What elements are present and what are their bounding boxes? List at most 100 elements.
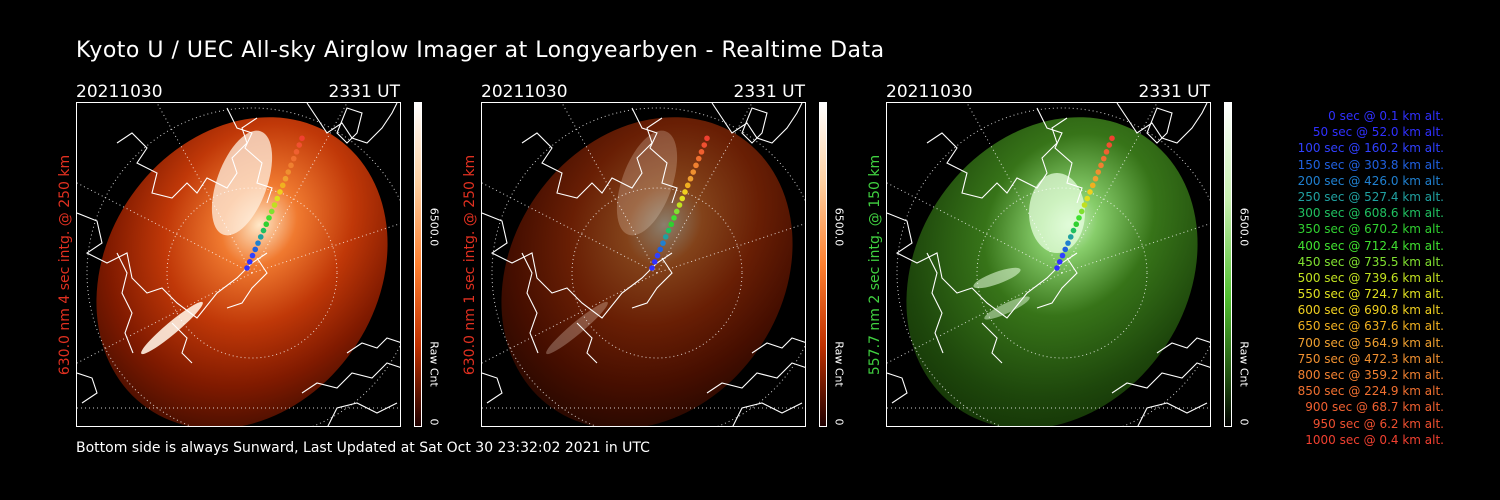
trajectory-point xyxy=(246,258,253,265)
panel-2-colorbar-labels: 6500.0 Raw Cnt 0 xyxy=(831,102,847,427)
trajectory-point xyxy=(285,169,292,175)
trajectory-point xyxy=(654,252,661,259)
trajectory-point xyxy=(252,246,259,253)
trajectory-point xyxy=(1076,215,1082,221)
colorbar-title: Raw Cnt xyxy=(1237,341,1251,387)
trajectory-point xyxy=(651,258,658,265)
panel-1-colorbar-labels: 6500.0 Raw Cnt 0 xyxy=(426,102,442,427)
trajectory-point xyxy=(288,162,294,169)
trajectory-point xyxy=(701,142,708,148)
trajectory-point xyxy=(1087,189,1093,195)
legend-entry: 200 sec @ 426.0 km alt. xyxy=(1297,173,1444,188)
trajectory-point xyxy=(649,265,655,271)
page-title: Kyoto U / UEC All-sky Airglow Imager at … xyxy=(76,38,885,63)
trajectory-legend: 0 sec @ 0.1 km alt. 50 sec @ 52.0 km alt.… xyxy=(1262,108,1444,448)
trajectory-point xyxy=(682,189,688,195)
trajectory-point xyxy=(687,175,694,182)
trajectory-point xyxy=(271,202,278,208)
trajectory-point xyxy=(282,175,289,182)
panel-1-time: 2331 UT xyxy=(328,82,401,102)
panel-3-allsky-image xyxy=(886,102,1211,427)
trajectory-point xyxy=(1089,182,1096,189)
allsky-map xyxy=(887,103,1210,426)
legend-entry: 450 sec @ 735.5 km alt. xyxy=(1297,254,1444,269)
trajectory-point xyxy=(1054,265,1060,271)
legend-entry: 600 sec @ 690.8 km alt. xyxy=(1297,303,1444,318)
trajectory-point xyxy=(1081,202,1088,208)
trajectory-point xyxy=(1084,195,1091,202)
trajectory-point xyxy=(698,149,705,155)
allsky-map xyxy=(482,103,805,426)
legend-entry: 100 sec @ 160.2 km alt. xyxy=(1297,141,1444,156)
trajectory-point xyxy=(1109,135,1115,142)
panel-1-date: 20211030 xyxy=(76,82,163,102)
trajectory-point xyxy=(268,208,275,215)
trajectory-point xyxy=(1103,149,1110,155)
trajectory-point xyxy=(684,182,691,189)
trajectory-point xyxy=(290,155,297,162)
trajectory-point xyxy=(660,240,666,246)
panel-3-date: 20211030 xyxy=(886,82,973,102)
legend-entry: 1000 sec @ 0.4 km alt. xyxy=(1305,432,1444,447)
panel-3-colorbar-labels: 6500.0 Raw Cnt 0 xyxy=(1236,102,1252,427)
trajectory-point xyxy=(1056,258,1063,265)
trajectory-point xyxy=(695,155,702,162)
trajectory-point xyxy=(671,215,677,221)
trajectory-point xyxy=(1095,169,1102,175)
trajectory-point xyxy=(257,234,264,240)
panel-1-allsky-image xyxy=(76,102,401,427)
footer-note: Bottom side is always Sunward, Last Upda… xyxy=(76,440,650,456)
colorbar-min: 0 xyxy=(832,418,846,426)
panel-2-wavelength-label: 630.0 nm 1 sec intg. @ 250 km xyxy=(462,154,478,375)
trajectory-point xyxy=(1106,142,1113,148)
trajectory-point xyxy=(1062,246,1069,253)
trajectory-point xyxy=(279,182,286,189)
legend-entry: 500 sec @ 739.6 km alt. xyxy=(1297,270,1444,285)
trajectory-point xyxy=(263,221,270,228)
trajectory-point xyxy=(679,195,686,202)
legend-entry: 900 sec @ 68.7 km alt. xyxy=(1305,400,1444,415)
trajectory-point xyxy=(1073,221,1080,228)
legend-entry: 950 sec @ 6.2 km alt. xyxy=(1312,416,1444,431)
trajectory-point xyxy=(244,265,250,271)
legend-entry: 700 sec @ 564.9 km alt. xyxy=(1297,335,1444,350)
legend-entry: 50 sec @ 52.0 km alt. xyxy=(1312,125,1444,140)
trajectory-point xyxy=(266,215,272,221)
trajectory-point xyxy=(274,195,281,202)
trajectory-point xyxy=(1092,175,1099,182)
trajectory-point xyxy=(299,135,305,142)
legend-entry: 150 sec @ 303.8 km alt. xyxy=(1297,157,1444,172)
colorbar-max: 6500.0 xyxy=(832,207,846,247)
colorbar-min: 0 xyxy=(427,418,441,426)
legend-entry: 550 sec @ 724.7 km alt. xyxy=(1297,287,1444,302)
panel-3-time: 2331 UT xyxy=(1138,82,1211,102)
panel-3-wavelength-label: 557.7 nm 2 sec intg. @ 150 km xyxy=(867,154,883,375)
colorbar-min: 0 xyxy=(1237,418,1251,426)
rocket-trajectory xyxy=(1054,135,1115,271)
panel-2-allsky-image xyxy=(481,102,806,427)
trajectory-point xyxy=(657,246,664,253)
panel-1-colorbar xyxy=(414,102,422,427)
allsky-map xyxy=(77,103,400,426)
legend-entry: 800 sec @ 359.2 km alt. xyxy=(1297,368,1444,382)
legend-entry: 650 sec @ 637.6 km alt. xyxy=(1297,319,1444,334)
panel-2-date: 20211030 xyxy=(481,82,568,102)
rocket-trajectory xyxy=(649,135,710,271)
legend-entry: 250 sec @ 527.4 km alt. xyxy=(1297,189,1444,204)
panel-2-colorbar xyxy=(819,102,827,427)
trajectory-point xyxy=(662,234,669,240)
trajectory-point xyxy=(1067,234,1074,240)
panel-3-colorbar xyxy=(1224,102,1232,427)
trajectory-point xyxy=(296,142,303,148)
trajectory-point xyxy=(704,135,710,142)
trajectory-point xyxy=(690,169,697,175)
trajectory-point xyxy=(1059,252,1066,259)
colorbar-title: Raw Cnt xyxy=(427,341,441,387)
trajectory-point xyxy=(249,252,256,259)
trajectory-point xyxy=(665,227,672,234)
trajectory-point xyxy=(1070,227,1077,234)
panel-2-time: 2331 UT xyxy=(733,82,806,102)
legend-entry: 350 sec @ 670.2 km alt. xyxy=(1297,222,1444,237)
trajectory-point xyxy=(673,208,680,215)
legend-entry: 300 sec @ 608.6 km alt. xyxy=(1297,206,1444,221)
